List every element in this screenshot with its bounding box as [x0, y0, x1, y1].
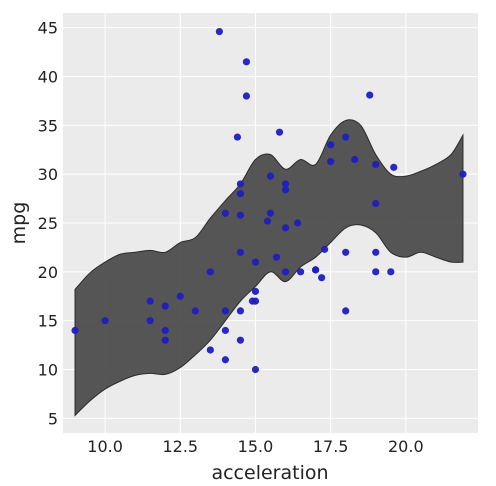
- data-points: [71, 27, 467, 374]
- data-point: [296, 268, 305, 276]
- x-tick-label: 20.0: [388, 437, 424, 456]
- data-point: [251, 365, 260, 374]
- data-point: [312, 266, 320, 274]
- data-point: [351, 155, 359, 164]
- data-point: [236, 211, 245, 219]
- data-point: [236, 307, 245, 315]
- y-tick-label: 35: [38, 116, 58, 135]
- data-point: [390, 163, 398, 171]
- y-tick-label: 30: [38, 165, 58, 184]
- data-point: [161, 326, 169, 335]
- credible-band: [74, 119, 464, 417]
- data-point: [236, 180, 245, 188]
- y-axis-title: mpg: [8, 202, 30, 245]
- y-tick-label: 15: [38, 312, 58, 331]
- data-point: [366, 91, 374, 99]
- data-point: [327, 157, 335, 166]
- y-tick-label: 20: [38, 263, 58, 282]
- data-point: [293, 219, 302, 227]
- y-tick-labels: 5 10 15 20 25 30 35 40 45: [38, 19, 58, 429]
- data-point: [372, 248, 380, 256]
- y-tick-label: 40: [38, 67, 58, 86]
- y-tick-label: 5: [48, 409, 58, 428]
- data-point: [251, 287, 260, 295]
- data-point: [281, 268, 290, 276]
- y-tick-label: 10: [38, 361, 58, 380]
- data-point: [71, 326, 79, 335]
- data-point: [221, 356, 229, 364]
- data-point: [275, 128, 284, 136]
- data-point: [266, 172, 275, 180]
- y-tick-label: 45: [38, 19, 58, 38]
- data-point: [191, 307, 199, 315]
- data-point: [206, 346, 214, 354]
- x-tick-label: 15.0: [238, 437, 274, 456]
- x-tick-label: 17.5: [313, 437, 349, 456]
- x-axis-title: acceleration: [211, 462, 328, 484]
- data-point: [342, 248, 350, 256]
- data-point: [233, 133, 242, 141]
- data-point: [272, 253, 281, 261]
- data-point: [321, 245, 329, 253]
- data-point: [146, 317, 154, 325]
- data-point: [215, 27, 223, 36]
- data-point: [281, 186, 290, 194]
- data-point: [206, 268, 214, 276]
- data-point: [161, 336, 169, 344]
- data-point: [242, 58, 251, 66]
- data-point: [221, 307, 229, 315]
- x-tick-label: 12.5: [162, 437, 198, 456]
- data-point: [372, 160, 380, 168]
- data-point: [342, 133, 350, 141]
- data-point: [221, 209, 229, 217]
- data-point: [236, 190, 245, 198]
- data-point: [101, 317, 109, 325]
- y-tick-label: 25: [38, 214, 58, 233]
- data-point: [387, 268, 395, 276]
- credible-band-area: [74, 119, 464, 417]
- data-point: [318, 274, 326, 282]
- data-point: [251, 258, 260, 266]
- data-point: [342, 307, 350, 315]
- data-point: [176, 292, 184, 300]
- data-point: [242, 92, 251, 100]
- data-point: [372, 199, 380, 208]
- data-point: [459, 170, 467, 178]
- data-point: [236, 248, 245, 256]
- data-point: [146, 297, 154, 305]
- data-point: [372, 268, 380, 276]
- data-point: [281, 180, 290, 188]
- data-point: [251, 297, 260, 305]
- data-point: [327, 141, 335, 149]
- data-point: [161, 302, 169, 310]
- data-point: [281, 224, 290, 232]
- x-tick-labels: 10.0 12.5 15.0 17.5 20.0: [87, 437, 423, 456]
- data-point: [221, 326, 229, 335]
- data-point: [236, 336, 245, 344]
- x-tick-label: 10.0: [87, 437, 123, 456]
- data-point: [263, 217, 272, 225]
- data-point: [266, 209, 275, 217]
